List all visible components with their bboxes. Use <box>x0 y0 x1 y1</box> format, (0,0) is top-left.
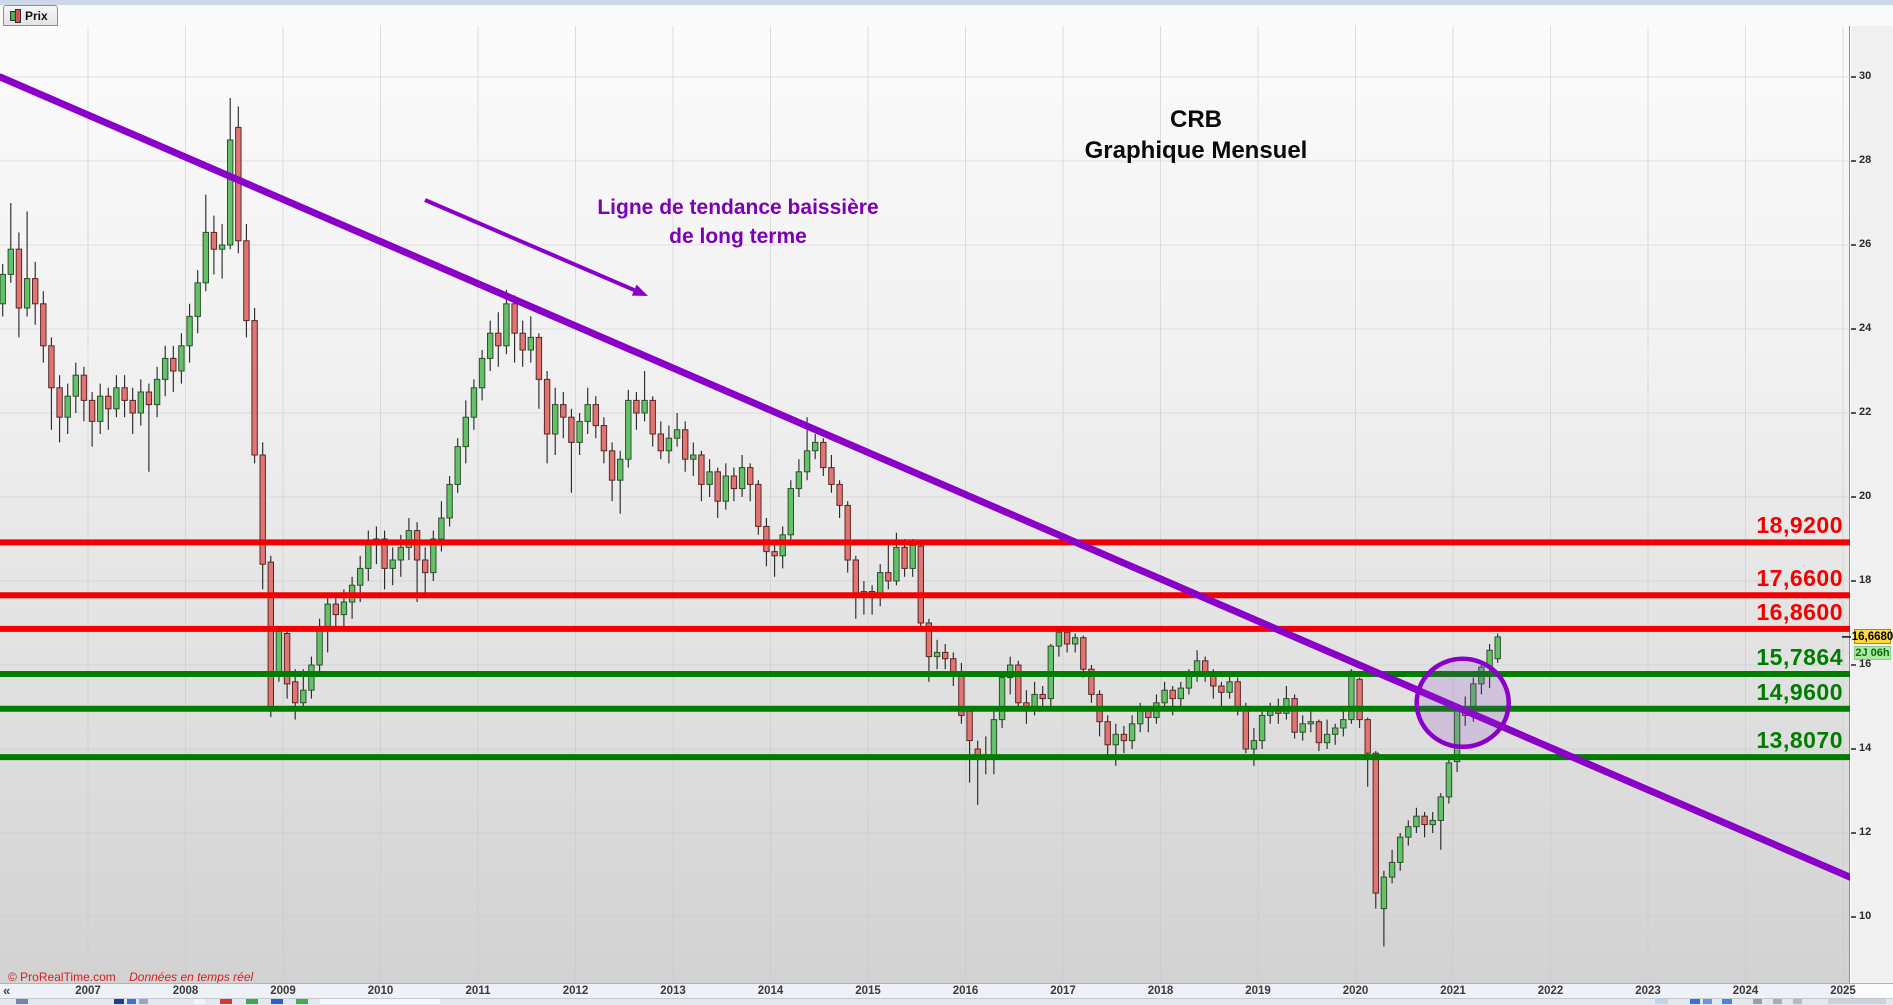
price-tick-label: 12 <box>1859 826 1872 838</box>
year-label: 2007 <box>75 985 101 997</box>
copyright-brand: © ProRealTime.com <box>8 970 116 984</box>
current-price-tag: 16,6680 <box>1851 629 1893 644</box>
taskbar-icon[interactable] <box>139 999 148 1004</box>
level-label-resistance: 16,8600 <box>1756 598 1843 625</box>
year-label: 2023 <box>1635 985 1661 997</box>
level-label-resistance: 18,9200 <box>1756 512 1843 539</box>
price-tick <box>1851 76 1856 78</box>
year-label: 2015 <box>855 985 881 997</box>
tab-prix[interactable]: Prix <box>3 5 58 26</box>
price-tick-label: 10 <box>1859 910 1872 922</box>
price-tick <box>1851 664 1856 666</box>
price-tick <box>1851 244 1856 246</box>
taskbar-icon[interactable] <box>1753 999 1762 1004</box>
year-label: 2011 <box>465 985 491 997</box>
candlestick-icon <box>9 9 21 23</box>
price-tick <box>1851 412 1856 414</box>
price-tick-label: 30 <box>1859 70 1872 82</box>
year-label: 2014 <box>757 985 784 997</box>
taskbar-icon[interactable] <box>114 999 124 1004</box>
chart-title-symbol: CRB <box>1170 106 1222 133</box>
taskbar-icon[interactable] <box>16 999 28 1004</box>
price-tick <box>1851 580 1856 582</box>
taskbar-icon[interactable] <box>1828 999 1886 1004</box>
taskbar-icon[interactable] <box>320 999 440 1004</box>
year-label: 2022 <box>1537 985 1564 997</box>
level-label-support: 13,8070 <box>1756 727 1843 754</box>
realtime-data-note: Données en temps réel <box>129 970 254 984</box>
taskbar-icon[interactable] <box>271 999 283 1004</box>
chart-plot-area[interactable] <box>0 26 1850 983</box>
price-tick-label: 16 <box>1859 658 1872 670</box>
taskbar-icon[interactable] <box>127 999 136 1004</box>
taskbar-icon[interactable] <box>1773 999 1782 1004</box>
price-tick <box>1851 160 1856 162</box>
price-tick-label: 14 <box>1859 742 1872 754</box>
year-label: 2024 <box>1732 985 1759 997</box>
year-label: 2025 <box>1830 985 1856 997</box>
tab-prix-label: Prix <box>25 8 48 23</box>
price-axis[interactable] <box>1851 26 1893 983</box>
price-tick <box>1851 496 1856 498</box>
scroll-left-button[interactable]: « <box>3 983 11 998</box>
level-label-support: 15,7864 <box>1756 643 1843 670</box>
candle-countdown-tag: 2J 06h <box>1854 646 1891 660</box>
year-label: 2012 <box>562 985 589 997</box>
price-tick <box>1851 328 1856 330</box>
time-axis[interactable] <box>0 983 1893 998</box>
year-label: 2017 <box>1050 985 1076 997</box>
price-tick <box>1851 832 1856 834</box>
os-taskbar[interactable] <box>0 998 1893 1005</box>
year-label: 2018 <box>1147 985 1174 997</box>
year-label: 2013 <box>660 985 686 997</box>
taskbar-icon[interactable] <box>194 999 205 1004</box>
price-tick-label: 26 <box>1859 238 1872 250</box>
taskbar-icon[interactable] <box>246 999 258 1004</box>
chart-title: CRB Graphique Mensuel <box>1001 104 1391 166</box>
chart-tab-bar: Prix <box>0 5 1893 26</box>
window-top-strip <box>0 0 1893 5</box>
year-label: 2016 <box>952 985 979 997</box>
price-tick-label: 28 <box>1859 154 1872 166</box>
price-tick <box>1851 748 1856 750</box>
year-label: 2021 <box>1440 985 1466 997</box>
taskbar-icon[interactable] <box>296 999 308 1004</box>
axis-corner <box>1851 983 1893 998</box>
taskbar-icon[interactable] <box>1655 999 1668 1004</box>
copyright-notice: © ProRealTime.com Données en temps réel <box>8 970 253 984</box>
price-tick-label: 22 <box>1859 406 1872 418</box>
trendline-annotation: Ligne de tendance baissière de long term… <box>597 196 879 248</box>
taskbar-icon[interactable] <box>220 999 232 1004</box>
price-tick-label: 20 <box>1859 490 1872 502</box>
level-label-resistance: 17,6600 <box>1756 565 1843 592</box>
year-label: 2008 <box>172 985 199 997</box>
price-tick-label: 24 <box>1859 322 1872 334</box>
year-label: 2020 <box>1342 985 1369 997</box>
year-label: 2019 <box>1245 985 1271 997</box>
taskbar-icon[interactable] <box>1703 999 1712 1004</box>
taskbar-icon[interactable] <box>1793 999 1802 1004</box>
year-label: 2010 <box>367 985 394 997</box>
year-label: 2009 <box>270 985 296 997</box>
price-tick-label: 18 <box>1859 574 1872 586</box>
level-label-support: 14,9600 <box>1756 678 1843 705</box>
price-tick <box>1851 916 1856 918</box>
taskbar-icon[interactable] <box>1722 999 1732 1004</box>
chart-title-timeframe: Graphique Mensuel <box>1084 137 1308 164</box>
taskbar-icon[interactable] <box>1690 999 1700 1004</box>
